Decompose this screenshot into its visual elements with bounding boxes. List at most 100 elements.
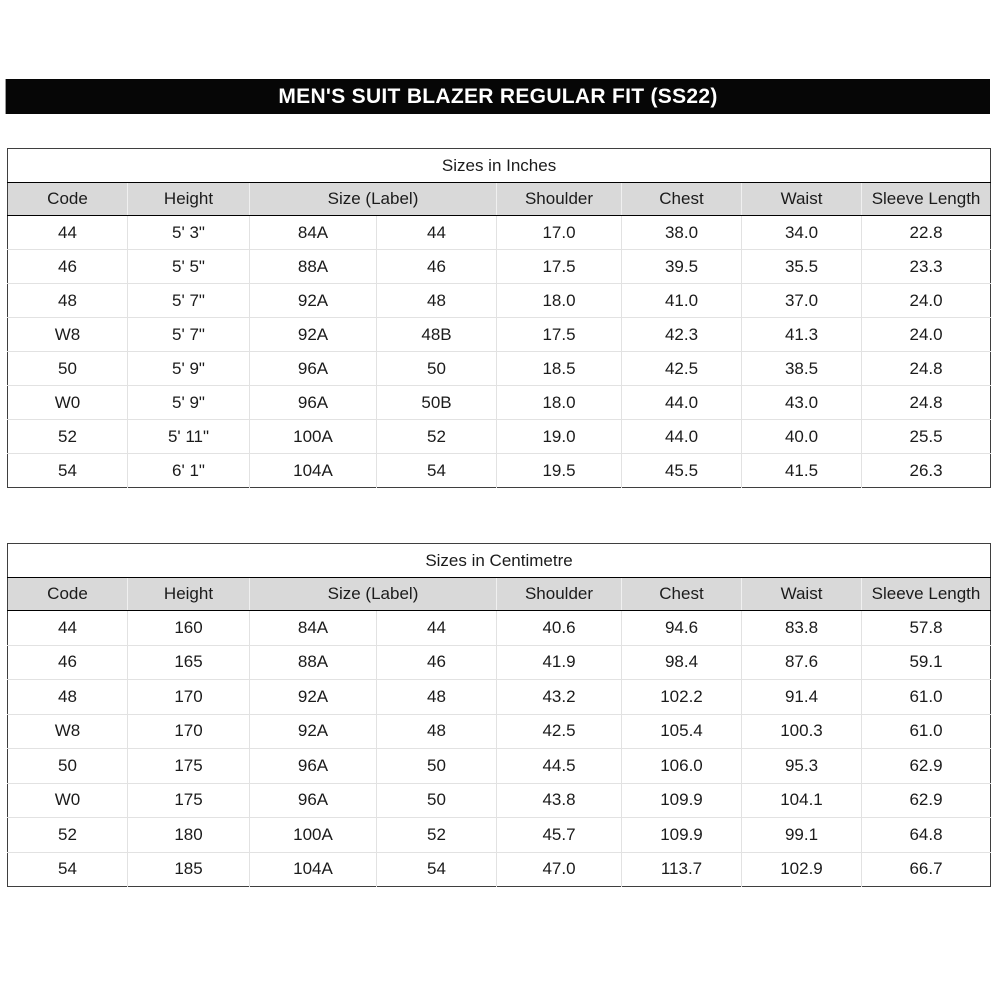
- table-cell: 24.8: [860, 351, 991, 386]
- table-cell: 22.8: [860, 215, 991, 250]
- table-cell: 88A: [249, 249, 377, 284]
- table-header-row: Code Height Size (Label) Shoulder Chest …: [7, 182, 991, 216]
- table-row: W8 170 92A 48 42.5 105.4 100.3 61.0: [7, 713, 991, 749]
- col-header-shoulder: Shoulder: [496, 182, 622, 216]
- table-caption: Sizes in Centimetre: [7, 543, 991, 578]
- table-caption-row: Sizes in Centimetre: [7, 543, 991, 578]
- table-cell: 17.0: [496, 215, 622, 250]
- table-row: 44 5' 3" 84A 44 17.0 38.0 34.0 22.8: [8, 215, 991, 250]
- table-cell: 44.0: [621, 419, 742, 454]
- table-cell: 18.5: [496, 351, 622, 386]
- table-cell: 180: [127, 817, 250, 852]
- table-cell: 88A: [249, 644, 377, 680]
- table-cell: 185: [127, 851, 250, 887]
- table-cell: 54: [376, 453, 497, 488]
- table-cell: 170: [127, 679, 250, 714]
- table-cell: 44.0: [621, 385, 742, 420]
- table-cell: 5' 9": [127, 385, 250, 420]
- table-cell: 96A: [249, 782, 377, 818]
- table-cell: 35.5: [741, 249, 862, 284]
- table-cell: 48: [7, 679, 128, 714]
- table-row: 52 5' 11" 100A 52 19.0 44.0 40.0 25.5: [7, 419, 991, 454]
- table-cell: 96A: [249, 748, 377, 783]
- table-cell: 84A: [249, 215, 377, 250]
- table-cell: 50: [7, 351, 128, 386]
- table-cell: 92A: [249, 713, 377, 749]
- table-cell: W0: [7, 385, 128, 420]
- table-cell: 5' 7": [127, 317, 250, 352]
- table-cell: 6' 1": [127, 453, 250, 488]
- table-cell: W8: [7, 317, 128, 352]
- table-cell: 92A: [249, 283, 377, 318]
- table-cell: 113.7: [621, 851, 742, 887]
- table-cell: 5' 7": [127, 283, 250, 318]
- table-cell: 50: [376, 782, 497, 818]
- table-cell: 48: [376, 713, 497, 749]
- table-cell: 44.5: [496, 748, 622, 783]
- table-cell: 19.0: [496, 419, 622, 454]
- table-cell: 100A: [249, 817, 377, 852]
- table-cell: 64.8: [860, 817, 991, 852]
- table-cell: 96A: [249, 351, 377, 386]
- table-row: 48 5' 7" 92A 48 18.0 41.0 37.0 24.0: [7, 283, 991, 318]
- table-cell: 48B: [376, 317, 497, 352]
- table-cell: 43.0: [741, 385, 862, 420]
- table-row: 54 185 104A 54 47.0 113.7 102.9 66.7: [7, 851, 991, 887]
- table-cell: 44: [58, 617, 77, 637]
- table-row: W0 5' 9" 96A 50B 18.0 44.0 43.0 24.8: [7, 385, 991, 420]
- table-cell: 41.5: [741, 453, 862, 488]
- table-cell: 24.0: [860, 317, 991, 352]
- table-cell: 109.9: [621, 782, 742, 818]
- table-cell: 95.3: [741, 748, 862, 783]
- table-cell: 84A: [249, 610, 377, 645]
- table-row: W0 175 96A 50 43.8 109.9 104.1 62.9: [7, 782, 991, 818]
- table-cell: 5' 9": [127, 351, 250, 386]
- table-row: 50 5' 9" 96A 50 18.5 42.5 38.5 24.8: [7, 351, 991, 386]
- table-cell: 102.9: [741, 851, 862, 887]
- table-cell: 52: [376, 419, 497, 454]
- title-bar: MEN'S SUIT BLAZER REGULAR FIT (SS22): [5, 79, 990, 114]
- col-header-waist: Waist: [741, 577, 862, 611]
- table-body: 44 5' 3" 84A 44 17.0 38.0 34.0 22.8 46 5' 5" 88A 46…: [7, 215, 991, 488]
- table-cell: 5' 5": [127, 249, 250, 284]
- table-cell: 57.8: [860, 610, 991, 645]
- table-cell: 160: [127, 610, 250, 645]
- col-header-sleeve-length: Sleeve Length: [860, 182, 991, 216]
- table-cell: 59.1: [860, 644, 991, 680]
- table-cell: 165: [127, 644, 250, 680]
- col-header-waist: Waist: [741, 182, 862, 216]
- table-caption-row: Sizes in Inches: [7, 148, 991, 183]
- table-row: W8 5' 7" 92A 48B 17.5 42.3 41.3 24.0: [7, 317, 991, 352]
- table-cell: 44: [376, 215, 497, 250]
- col-header-chest: Chest: [621, 182, 742, 216]
- table-cell: 105.4: [621, 713, 742, 749]
- table-cell: 41.3: [741, 317, 862, 352]
- table-cell: 92A: [249, 679, 377, 714]
- table-cell: 100A: [249, 419, 377, 454]
- table-cell: 42.5: [621, 351, 742, 386]
- table-cell: 106.0: [621, 748, 742, 783]
- table-cell: 44: [58, 222, 77, 242]
- table-cell: 87.6: [741, 644, 862, 680]
- table-cell: 26.3: [860, 453, 991, 488]
- table-body: 44 160 84A 44 40.6 94.6 83.8 57.8 46 165 88A 46 41.9…: [7, 610, 991, 887]
- table-cell: 46: [7, 249, 128, 284]
- table-cell: 38.0: [621, 215, 742, 250]
- table-cell: 102.2: [621, 679, 742, 714]
- table-cell: 47.0: [496, 851, 622, 887]
- table-row: 46 5' 5" 88A 46 17.5 39.5 35.5 23.3: [7, 249, 991, 284]
- table-cell: 175: [127, 782, 250, 818]
- col-header-code: Code: [7, 182, 128, 216]
- table-header-row: Code Height Size (Label) Shoulder Chest …: [7, 577, 991, 611]
- table-cell: 41.0: [621, 283, 742, 318]
- table-cell: 92A: [249, 317, 377, 352]
- table-cell: 37.0: [741, 283, 862, 318]
- table-cell: 43.2: [496, 679, 622, 714]
- table-cell: 17.5: [496, 249, 622, 284]
- table-cell: 42.5: [496, 713, 622, 749]
- table-row: 48 170 92A 48 43.2 102.2 91.4 61.0: [7, 679, 991, 714]
- table-cell: 39.5: [621, 249, 742, 284]
- table-cell: W8: [7, 713, 128, 749]
- table-cell: 83.8: [741, 610, 862, 645]
